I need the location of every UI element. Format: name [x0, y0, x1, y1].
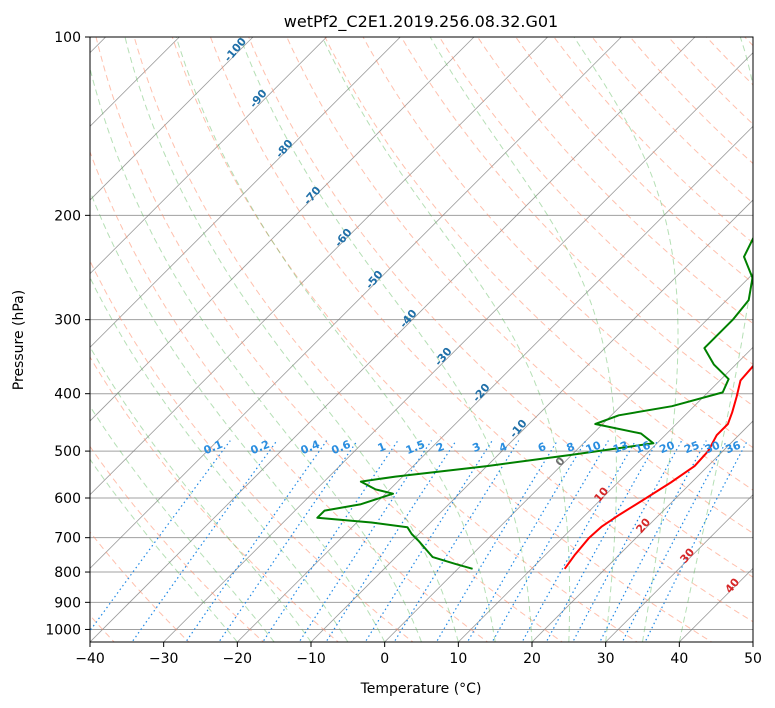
y-tick-label: 800 [54, 565, 81, 581]
moist-adiabat [90, 405, 275, 642]
isotherm [90, 37, 622, 569]
mixing-ratio-label: 20 [658, 438, 677, 456]
mixing-ratio-label: 36 [724, 438, 743, 456]
moist-adiabat [429, 37, 617, 642]
y-tick-label: 1000 [45, 622, 81, 638]
x-tick-label: −40 [75, 651, 105, 667]
mixing-ratio-line [364, 440, 493, 642]
isotherm [90, 37, 548, 496]
guide-labels: 0.1 0.2 0.4 0.6 1 1.5 2 3 4 6 8 10 13 16 20 25 30 36-100-… [202, 37, 743, 596]
moist-adiabat [90, 276, 349, 642]
y-tick-label: 900 [54, 595, 81, 611]
x-tick-label: 0 [380, 651, 389, 667]
moist-adiabat [90, 346, 312, 642]
isotherm [384, 273, 753, 642]
isotherm [90, 37, 327, 275]
y-tick-label: 700 [54, 531, 81, 547]
x-axis: −40 −30 −20 −10 0 10 20 30 40 50 [75, 642, 762, 667]
moist-adiabat [175, 37, 496, 642]
dry-adiabat [90, 445, 265, 642]
mixing-ratio-line [599, 440, 707, 642]
isotherm [90, 37, 254, 201]
x-tick-label: 10 [449, 651, 467, 667]
moist-adiabat [321, 37, 571, 642]
mixing-ratio-line [90, 440, 231, 632]
mixing-ratio-label: 1 [376, 440, 388, 455]
x-tick-label: 30 [597, 651, 615, 667]
mixing-ratio-line [621, 440, 728, 642]
isotherm [310, 199, 753, 642]
mixing-ratio-label: 8 [565, 440, 577, 455]
moist-adiabat [124, 37, 459, 642]
isotherm [90, 37, 475, 422]
sounding-series [316, 236, 753, 570]
mixing-ratio-line [521, 440, 637, 642]
y-tick-label: 500 [54, 444, 81, 460]
isotherm [90, 37, 401, 348]
x-tick-label: −10 [296, 651, 326, 667]
isotherm [531, 420, 753, 642]
mixing-ratio-label: 30 [703, 438, 722, 456]
y-tick-label: 600 [54, 491, 81, 507]
temperature-profile [563, 364, 753, 570]
moist-adiabat [239, 37, 533, 642]
dry-adiabat [515, 37, 753, 284]
moist-adiabat [573, 37, 679, 642]
chart-title: wetPf2_C2E1.2019.256.08.32.G01 [284, 12, 558, 32]
mixing-ratio-line [545, 440, 659, 642]
y-tick-label: 400 [54, 387, 81, 403]
isotherm [458, 346, 753, 642]
mixing-ratio-line [185, 440, 328, 642]
mixing-ratio-label: 13 [611, 439, 630, 457]
y-axis: 100 200 300 400 500 600 700 800 900 1000 [45, 30, 90, 638]
mixing-ratio-label: 3 [471, 440, 483, 455]
x-tick-label: 40 [670, 651, 688, 667]
dry-adiabat [209, 37, 753, 623]
x-tick-label: 20 [523, 651, 541, 667]
y-axis-label: Pressure (hPa) [11, 290, 27, 390]
isotherm [90, 37, 696, 642]
isotherm [605, 494, 753, 642]
dry-adiabat [90, 259, 414, 642]
dry-adiabat [95, 37, 564, 642]
moist-adiabat [90, 189, 386, 642]
mixing-ratio-label: 2 [434, 440, 446, 455]
dewpoint-profile [316, 236, 753, 570]
y-tick-label: 100 [54, 30, 81, 46]
plot-frame [89, 36, 754, 643]
mixing-ratio-label: 16 [633, 438, 652, 456]
moist-adiabat [90, 458, 238, 642]
x-tick-label: 50 [744, 651, 762, 667]
mixing-ratio-label: 10 [584, 438, 603, 456]
dry-adiabat [133, 37, 638, 642]
mixing-ratio-line [644, 440, 748, 642]
isotherm [163, 52, 753, 642]
mixing-ratio-line [218, 440, 358, 642]
dry-adiabat [90, 150, 489, 642]
mixing-ratio-line [572, 440, 683, 642]
y-tick-label: 200 [54, 208, 81, 224]
x-tick-label: −20 [223, 651, 253, 667]
dry-adiabat [90, 356, 340, 642]
mixing-ratio-line [491, 440, 609, 642]
x-tick-label: −30 [149, 651, 179, 667]
moist-adiabat [90, 66, 422, 642]
background-guides [90, 37, 753, 642]
mixing-ratio-line [435, 440, 558, 642]
y-tick-label: 300 [54, 313, 81, 329]
moist-adiabat [678, 37, 753, 642]
isotherm [237, 125, 753, 642]
mixing-ratio-line [466, 440, 587, 642]
mixing-ratio-label: 25 [682, 439, 701, 457]
x-axis-label: Temperature (°C) [360, 681, 482, 697]
